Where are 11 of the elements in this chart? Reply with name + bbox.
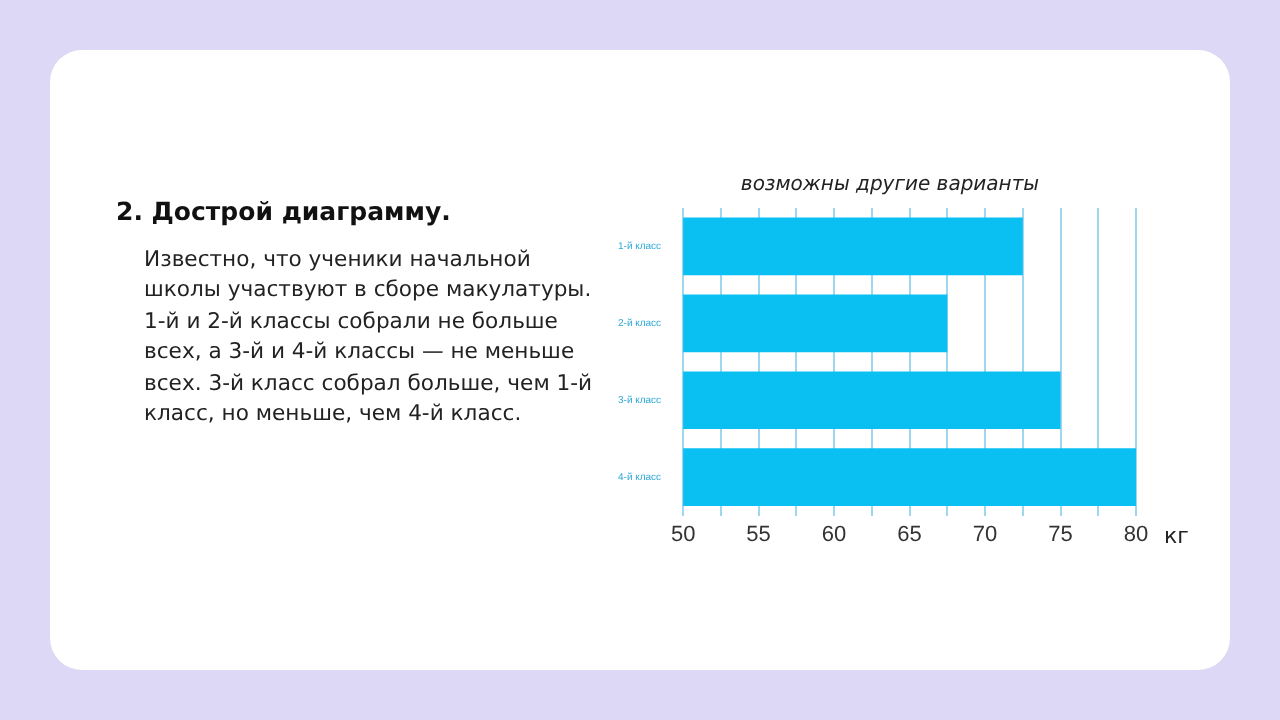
x-tick-label: 65 — [897, 522, 922, 547]
text: Известно, что ученики начальной школы участвуют в сборе макулатуры. 1-й и 2-й классы собрали не больше всех, а 3-й и 4-й классы — не меньше всех. 3-й класс собрал больше, чем 1-й класс, но меньше, чем 4-й класс. — [144, 244, 595, 429]
text: возможны другие варианты — [738, 174, 1042, 196]
x-tick-label: 80 — [1123, 522, 1149, 547]
x-axis-title: кг — [1164, 522, 1190, 549]
x-tick-label: 75 — [1048, 522, 1073, 547]
x-tick-label: 70 — [972, 522, 998, 547]
x-tick-label: 50 — [670, 522, 696, 547]
x-tick-label: 60 — [821, 522, 847, 547]
x-tick-label: 55 — [746, 522, 771, 547]
text: 2. Дострой диаграмму. — [116, 196, 451, 226]
